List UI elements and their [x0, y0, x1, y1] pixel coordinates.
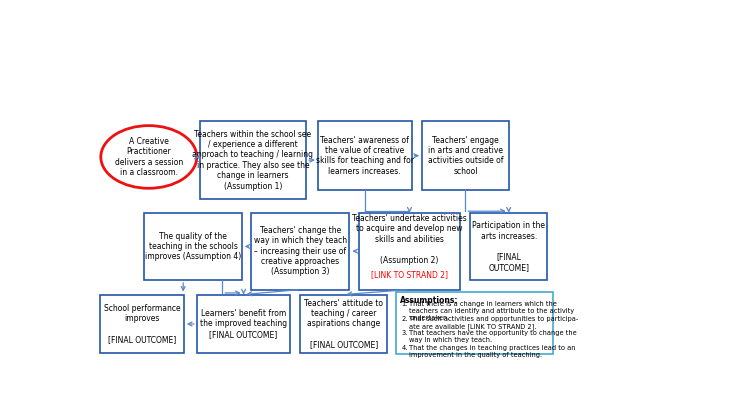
- Text: Teachers' attitude to
teaching / career
aspirations change

[FINAL OUTCOME]: Teachers' attitude to teaching / career …: [304, 299, 383, 349]
- FancyBboxPatch shape: [300, 295, 387, 353]
- FancyBboxPatch shape: [199, 121, 307, 199]
- Text: 4.: 4.: [402, 345, 408, 351]
- Text: Assumptions:: Assumptions:: [400, 296, 458, 305]
- Text: Learners' benefit from
the improved teaching
[FINAL OUTCOME]: Learners' benefit from the improved teac…: [200, 309, 287, 339]
- Text: Participation in the
arts increases.

[FINAL
OUTCOME]: Participation in the arts increases. [FI…: [472, 221, 545, 272]
- FancyBboxPatch shape: [251, 213, 350, 289]
- Text: The quality of the
teaching in the schools
improves (Assumption 4): The quality of the teaching in the schoo…: [145, 232, 241, 261]
- Text: That there is a change in learners which the
teachers can identify and attribute: That there is a change in learners which…: [409, 302, 575, 322]
- Text: That such activities and opportunities to participa-
ate are available [LINK TO : That such activities and opportunities t…: [409, 316, 578, 330]
- Text: 2.: 2.: [402, 316, 408, 322]
- Text: Teachers' awareness of
the value of creative
skills for teaching and for
learner: Teachers' awareness of the value of crea…: [316, 136, 414, 176]
- FancyBboxPatch shape: [422, 121, 509, 190]
- FancyBboxPatch shape: [318, 121, 411, 190]
- Text: 1.: 1.: [402, 302, 408, 307]
- Text: That the changes in teaching practices lead to an
improvement in the quality of : That the changes in teaching practices l…: [409, 345, 575, 358]
- Text: Teachers' change the
way in which they teach
– increasing their use of
creative : Teachers' change the way in which they t…: [254, 226, 347, 276]
- FancyBboxPatch shape: [100, 295, 184, 353]
- Text: [LINK TO STRAND 2]: [LINK TO STRAND 2]: [371, 270, 448, 279]
- FancyBboxPatch shape: [396, 292, 553, 354]
- FancyBboxPatch shape: [144, 213, 242, 280]
- Text: Teachers within the school see
/ experience a different
approach to teaching / l: Teachers within the school see / experie…: [193, 129, 313, 190]
- Ellipse shape: [101, 126, 197, 188]
- Text: 3.: 3.: [402, 330, 408, 336]
- Text: School performance
improves

[FINAL OUTCOME]: School performance improves [FINAL OUTCO…: [103, 304, 180, 344]
- FancyBboxPatch shape: [359, 213, 460, 289]
- Text: Teachers' engage
in arts and creative
activities outside of
school: Teachers' engage in arts and creative ac…: [427, 136, 503, 176]
- FancyBboxPatch shape: [470, 213, 547, 280]
- Text: Teachers' undertake activities
to acquire and develop new
skills and abilities

: Teachers' undertake activities to acquir…: [352, 214, 467, 265]
- FancyBboxPatch shape: [197, 295, 291, 353]
- Text: That teachers have the opportunity to change the
way in which they teach.: That teachers have the opportunity to ch…: [409, 330, 577, 343]
- Text: A Creative
Practitioner
delivers a session
in a classroom.: A Creative Practitioner delivers a sessi…: [115, 137, 183, 177]
